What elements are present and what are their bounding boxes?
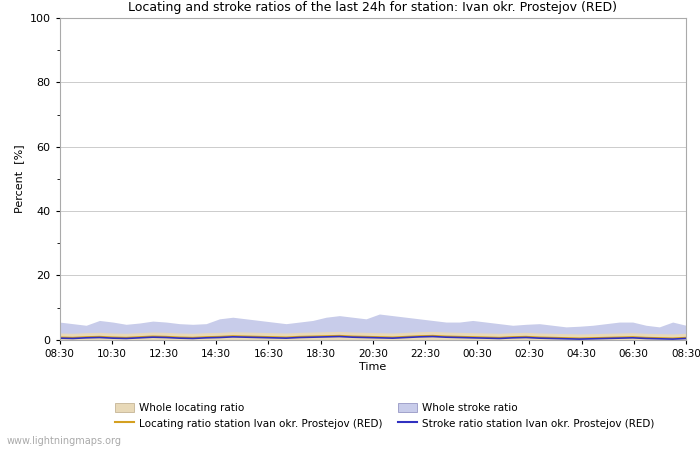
Y-axis label: Percent  [%]: Percent [%] — [14, 144, 24, 213]
X-axis label: Time: Time — [359, 361, 386, 372]
Legend: Whole locating ratio, Locating ratio station Ivan okr. Prostejov (RED), Whole st: Whole locating ratio, Locating ratio sta… — [115, 403, 654, 428]
Title: Locating and stroke ratios of the last 24h for station: Ivan okr. Prostejov (RED: Locating and stroke ratios of the last 2… — [128, 1, 617, 14]
Text: www.lightningmaps.org: www.lightningmaps.org — [7, 436, 122, 446]
